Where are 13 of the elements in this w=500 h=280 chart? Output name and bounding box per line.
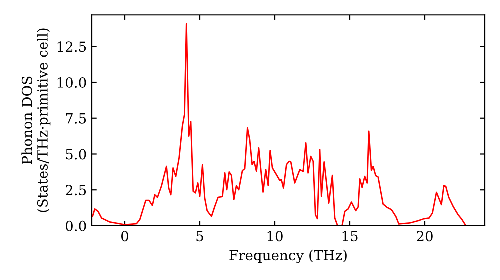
y-axis-title: Phonon DOS (States/THz·primitive cell) bbox=[22, 28, 51, 212]
y-tick-label: 0.0 bbox=[66, 220, 86, 232]
x-tick-label: 0 bbox=[121, 231, 128, 242]
y-tick-label: 2.5 bbox=[66, 185, 86, 196]
x-axis-title: Frequency (THz) bbox=[230, 250, 347, 264]
y-tick-label: 10.0 bbox=[58, 78, 86, 88]
y-tick-label: 5.0 bbox=[66, 149, 86, 160]
x-tick-label: 15 bbox=[342, 231, 358, 242]
x-tick-label: 20 bbox=[417, 231, 433, 242]
x-tick-label: 10 bbox=[268, 231, 283, 242]
y-tick-label: 12.5 bbox=[58, 42, 86, 52]
x-tick-label: 5 bbox=[196, 231, 204, 242]
y-tick-label: 7.5 bbox=[66, 114, 86, 124]
